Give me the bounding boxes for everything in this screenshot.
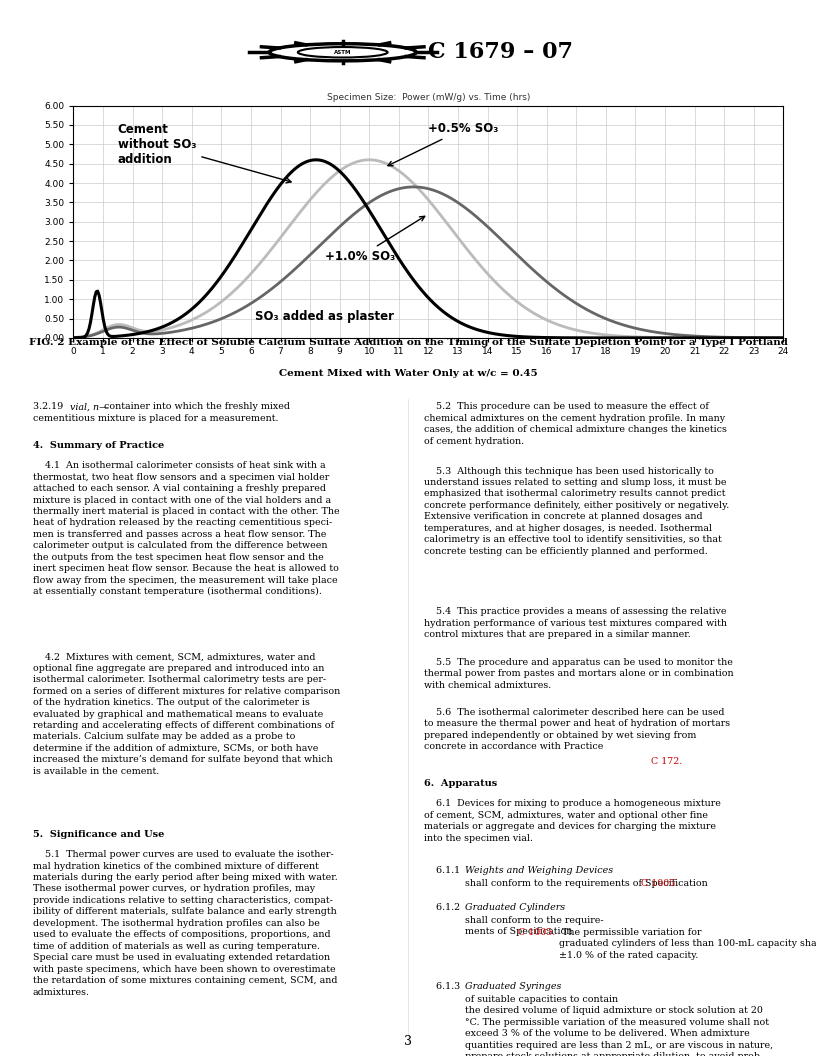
Text: 6.  Apparatus: 6. Apparatus: [424, 779, 498, 788]
Text: 5.3  Although this technique has been used historically to
understand issues rel: 5.3 Although this technique has been use…: [424, 467, 730, 555]
Text: C 172.: C 172.: [651, 757, 682, 766]
Text: SO₃ added as plaster: SO₃ added as plaster: [255, 310, 394, 323]
Text: C 1005.: C 1005.: [641, 879, 679, 888]
Text: shall conform to the require-
ments of Specification: shall conform to the require- ments of S…: [465, 916, 604, 937]
Text: 4.1  An isothermal calorimeter consists of heat sink with a
thermostat, two heat: 4.1 An isothermal calorimeter consists o…: [33, 461, 339, 597]
Text: Cement
without SO₃
addition: Cement without SO₃ addition: [118, 122, 291, 183]
Text: container into which the freshly mixed: container into which the freshly mixed: [104, 402, 290, 411]
Text: Graduated Syringes: Graduated Syringes: [465, 982, 561, 992]
Text: of suitable capacities to contain
the desired volume of liquid admixture or stoc: of suitable capacities to contain the de…: [465, 995, 774, 1056]
Text: C 1005.: C 1005.: [518, 928, 556, 937]
Text: FIG. 2 Example of the Effect of Soluble Calcium Sulfate Addition on the Timing o: FIG. 2 Example of the Effect of Soluble …: [29, 338, 787, 347]
Text: 6.1.1: 6.1.1: [424, 866, 467, 875]
Title: Specimen Size:  Power (mW/g) vs. Time (hrs): Specimen Size: Power (mW/g) vs. Time (hr…: [326, 93, 530, 102]
Text: ASTM: ASTM: [334, 50, 352, 55]
Text: C 1679 – 07: C 1679 – 07: [428, 41, 574, 63]
Text: 5.2  This procedure can be used to measure the effect of
chemical admixtures on : 5.2 This procedure can be used to measur…: [424, 402, 727, 446]
Text: 3.2.19: 3.2.19: [33, 402, 66, 411]
Text: 6.1.3: 6.1.3: [424, 982, 467, 992]
Text: The permissible variation for
graduated cylinders of less than 100-mL capacity s: The permissible variation for graduated …: [559, 928, 816, 960]
Text: Cement Mixed with Water Only at w/c = 0.45: Cement Mixed with Water Only at w/c = 0.…: [279, 369, 537, 378]
Text: shall conform to the requirements of Specification: shall conform to the requirements of Spe…: [465, 879, 711, 888]
Text: 5.4  This practice provides a means of assessing the relative
hydration performa: 5.4 This practice provides a means of as…: [424, 607, 727, 639]
Text: 6.1.2: 6.1.2: [424, 903, 467, 912]
Text: 6.1  Devices for mixing to produce a homogeneous mixture
of cement, SCM, admixtu: 6.1 Devices for mixing to produce a homo…: [424, 799, 721, 843]
Text: 5.6  The isothermal calorimeter described here can be used
to measure the therma: 5.6 The isothermal calorimeter described…: [424, 708, 730, 751]
Text: 5.5  The procedure and apparatus can be used to monitor the
thermal power from p: 5.5 The procedure and apparatus can be u…: [424, 658, 734, 690]
Text: 3: 3: [404, 1035, 412, 1048]
Text: Weights and Weighing Devices: Weights and Weighing Devices: [465, 866, 614, 875]
Text: cementitious mixture is placed for a measurement.: cementitious mixture is placed for a mea…: [33, 414, 278, 423]
Text: 4.2  Mixtures with cement, SCM, admixtures, water and
optional fine aggregate ar: 4.2 Mixtures with cement, SCM, admixture…: [33, 653, 340, 776]
Text: 4.  Summary of Practice: 4. Summary of Practice: [33, 441, 164, 450]
Text: 5.1  Thermal power curves are used to evaluate the isother-
mal hydration kineti: 5.1 Thermal power curves are used to eva…: [33, 850, 337, 997]
Text: 5.  Significance and Use: 5. Significance and Use: [33, 830, 164, 840]
Text: Graduated Cylinders: Graduated Cylinders: [465, 903, 565, 912]
Text: vial, n—: vial, n—: [70, 402, 109, 411]
Text: +0.5% SO₃: +0.5% SO₃: [388, 122, 499, 166]
Text: +1.0% SO₃: +1.0% SO₃: [325, 216, 424, 263]
